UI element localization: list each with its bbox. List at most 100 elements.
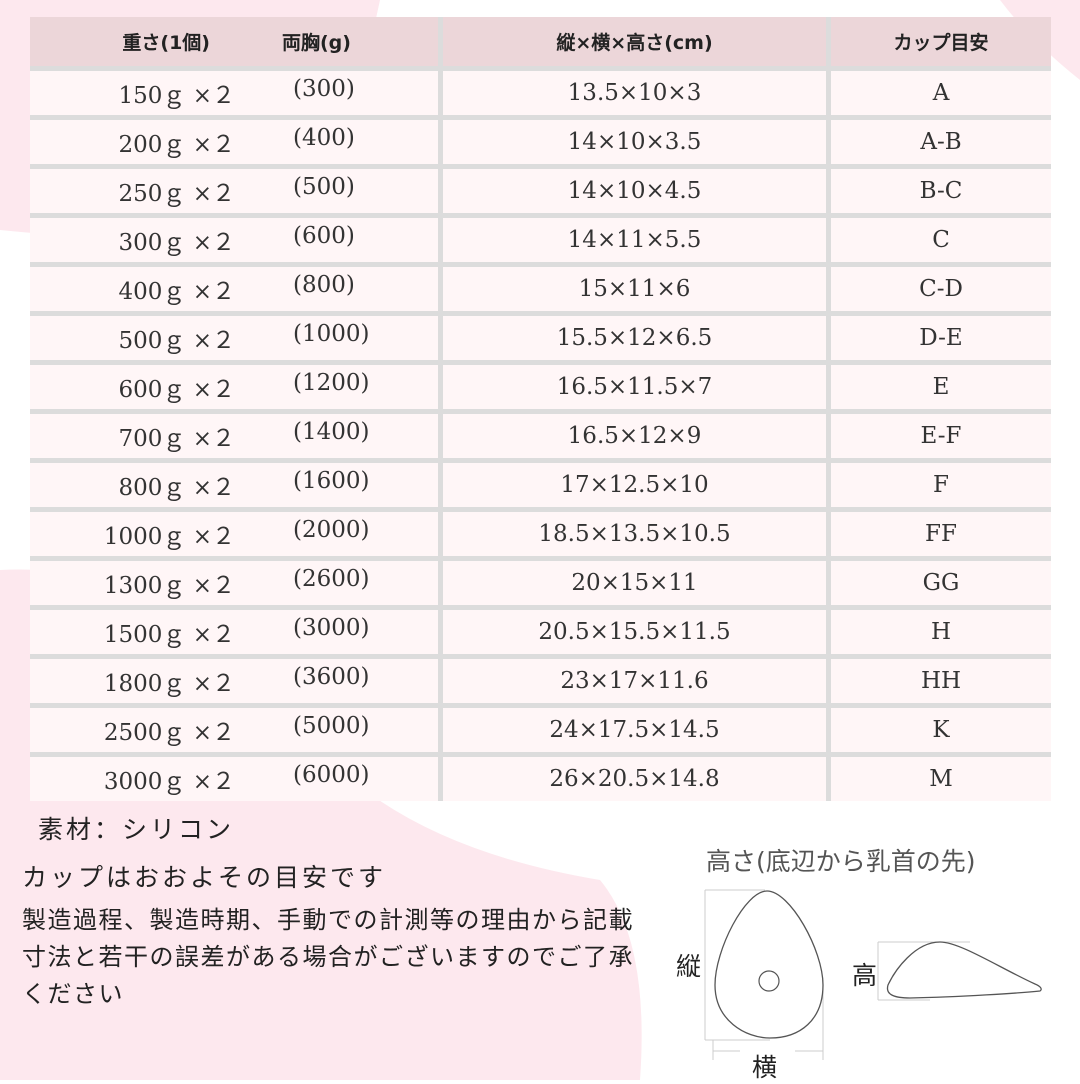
cup-cell: A [831, 66, 1051, 115]
length-label: 縦 [676, 952, 702, 981]
cup-cell: E-F [831, 409, 1051, 458]
diagram-title: 高さ(底辺から乳首の先) [706, 847, 976, 876]
both-value: (1600) [293, 468, 370, 494]
weight-cell: 1800ｇ ×２ (3600) [30, 654, 443, 703]
weight-value: 300ｇ ×２ [118, 230, 235, 256]
table-row: 700ｇ ×２ (1400) 16.5×12×9 E-F [30, 409, 1051, 458]
table-row: 1800ｇ ×２ (3600) 23×17×11.6 HH [30, 654, 1051, 703]
table-row: 300ｇ ×２ (600) 14×11×5.5 C [30, 213, 1051, 262]
weight-cell: 2500ｇ ×２ (5000) [30, 703, 443, 752]
size-cell: 15.5×12×6.5 [443, 311, 831, 360]
weight-value: 1000ｇ ×２ [103, 524, 235, 550]
weight-cell: 150ｇ ×２ (300) [30, 66, 443, 115]
both-value: (1400) [293, 419, 370, 445]
weight-cell: 1300ｇ ×２ (2600) [30, 556, 443, 605]
weight-cell: 600ｇ ×２ (1200) [30, 360, 443, 409]
cup-cell: A-B [831, 115, 1051, 164]
table-row: 1000ｇ ×２ (2000) 18.5×13.5×10.5 FF [30, 507, 1051, 556]
weight-value: 2500ｇ ×２ [103, 720, 235, 746]
cup-cell: D-E [831, 311, 1051, 360]
both-value: (3600) [293, 664, 370, 690]
both-value: (1200) [293, 370, 370, 396]
header-cup: カップ目安 [831, 17, 1051, 66]
both-value: (1000) [293, 321, 370, 347]
table-row: 2500ｇ ×２ (5000) 24×17.5×14.5 K [30, 703, 1051, 752]
both-value: (400) [293, 125, 355, 151]
cup-cell: C-D [831, 262, 1051, 311]
header-weight-both: 重さ(1個) 両胸(g) [30, 17, 443, 66]
size-cell: 20.5×15.5×11.5 [443, 605, 831, 654]
header-weight: 重さ(1個) [122, 32, 210, 54]
both-value: (3000) [293, 615, 370, 641]
size-cell: 26×20.5×14.8 [443, 752, 831, 801]
weight-value: 1500ｇ ×２ [103, 622, 235, 648]
size-cell: 17×12.5×10 [443, 458, 831, 507]
both-value: (6000) [293, 762, 370, 788]
cup-cell: HH [831, 654, 1051, 703]
weight-cell: 700ｇ ×２ (1400) [30, 409, 443, 458]
weight-value: 600ｇ ×２ [118, 377, 235, 403]
weight-cell: 1000ｇ ×２ (2000) [30, 507, 443, 556]
table-row: 800ｇ ×２ (1600) 17×12.5×10 F [30, 458, 1051, 507]
both-value: (600) [293, 223, 355, 249]
cup-cell: H [831, 605, 1051, 654]
size-cell: 14×11×5.5 [443, 213, 831, 262]
cup-cell: E [831, 360, 1051, 409]
front-view-shape [714, 890, 824, 1039]
weight-value: 500ｇ ×２ [118, 328, 235, 354]
material-note: 素材：シリコン [38, 815, 235, 844]
table-header-row: 重さ(1個) 両胸(g) 縦×横×高さ(cm) カップ目安 [30, 17, 1051, 66]
weight-value: 1800ｇ ×２ [103, 671, 235, 697]
weight-cell: 3000ｇ ×２ (6000) [30, 752, 443, 801]
cup-cell: FF [831, 507, 1051, 556]
weight-cell: 250ｇ ×２ (500) [30, 164, 443, 213]
size-table: 重さ(1個) 両胸(g) 縦×横×高さ(cm) カップ目安 150ｇ ×２ (300… [30, 17, 1051, 801]
weight-cell: 1500ｇ ×２ (3000) [30, 605, 443, 654]
size-cell: 23×17×11.6 [443, 654, 831, 703]
weight-value: 150ｇ ×２ [118, 83, 235, 109]
cup-cell: C [831, 213, 1051, 262]
weight-value: 1300ｇ ×２ [103, 573, 235, 599]
size-cell: 14×10×3.5 [443, 115, 831, 164]
table-row: 1300ｇ ×２ (2600) 20×15×11 GG [30, 556, 1051, 605]
weight-cell: 500ｇ ×２ (1000) [30, 311, 443, 360]
weight-cell: 400ｇ ×２ (800) [30, 262, 443, 311]
size-cell: 18.5×13.5×10.5 [443, 507, 831, 556]
both-value: (2600) [293, 566, 370, 592]
size-cell: 15×11×6 [443, 262, 831, 311]
header-both: 両胸(g) [282, 32, 351, 54]
both-value: (800) [293, 272, 355, 298]
weight-value: 400ｇ ×２ [118, 279, 235, 305]
table-row: 250ｇ ×２ (500) 14×10×4.5 B-C [30, 164, 1051, 213]
table-row: 150ｇ ×２ (300) 13.5×10×3 A [30, 66, 1051, 115]
both-value: (2000) [293, 517, 370, 543]
both-value: (500) [293, 174, 355, 200]
weight-value: 250ｇ ×２ [118, 181, 235, 207]
both-value: (300) [293, 76, 355, 102]
weight-value: 800ｇ ×２ [118, 475, 235, 501]
weight-value: 200ｇ ×２ [118, 132, 235, 158]
cup-cell: GG [831, 556, 1051, 605]
weight-value: 3000ｇ ×２ [103, 769, 235, 795]
weight-cell: 300ｇ ×２ (600) [30, 213, 443, 262]
size-cell: 14×10×4.5 [443, 164, 831, 213]
table-row: 1500ｇ ×２ (3000) 20.5×15.5×11.5 H [30, 605, 1051, 654]
table-row: 600ｇ ×２ (1200) 16.5×11.5×7 E [30, 360, 1051, 409]
height-label: 高 [852, 961, 878, 990]
cup-cell: F [831, 458, 1051, 507]
size-cell: 13.5×10×3 [443, 66, 831, 115]
size-cell: 16.5×12×9 [443, 409, 831, 458]
table-row: 200ｇ ×２ (400) 14×10×3.5 A-B [30, 115, 1051, 164]
weight-value: 700ｇ ×２ [118, 426, 235, 452]
weight-cell: 800ｇ ×２ (1600) [30, 458, 443, 507]
size-cell: 20×15×11 [443, 556, 831, 605]
header-size: 縦×横×高さ(cm) [443, 17, 831, 66]
size-cell: 24×17.5×14.5 [443, 703, 831, 752]
table-row: 400ｇ ×２ (800) 15×11×6 C-D [30, 262, 1051, 311]
table-row: 500ｇ ×２ (1000) 15.5×12×6.5 D-E [30, 311, 1051, 360]
cup-cell: K [831, 703, 1051, 752]
size-cell: 16.5×11.5×7 [443, 360, 831, 409]
weight-cell: 200ｇ ×２ (400) [30, 115, 443, 164]
both-value: (5000) [293, 713, 370, 739]
